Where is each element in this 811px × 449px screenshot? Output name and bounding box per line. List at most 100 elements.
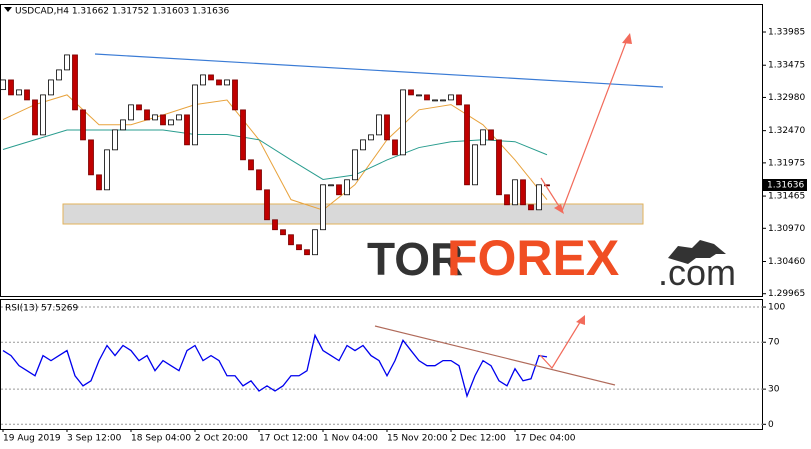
candle-body — [464, 104, 470, 186]
candle-body — [528, 204, 534, 211]
candle-body — [112, 129, 118, 151]
candle-body — [456, 94, 462, 106]
trend-line — [94, 53, 664, 88]
price-panel — [0, 4, 763, 297]
candle-body — [544, 184, 550, 187]
candle-body — [104, 149, 110, 191]
candle-body — [56, 69, 62, 81]
rsi-line — [2, 333, 548, 399]
watermark-text: FOREX — [447, 230, 619, 286]
candle-body — [192, 84, 198, 146]
candle-body — [128, 104, 134, 121]
y-tick-label: 1.33985 — [768, 28, 805, 38]
candle-body — [368, 134, 374, 141]
candle-body — [288, 234, 294, 246]
watermark-text: TOR — [367, 233, 463, 285]
candle-body — [248, 159, 254, 171]
y-tick-label: 100 — [768, 303, 785, 313]
candle-body — [88, 139, 94, 176]
x-tick-label: 3 Sep 12:00 — [67, 434, 122, 444]
current-price: 1.31636 — [767, 181, 804, 191]
candle-body — [208, 74, 214, 81]
rsi-trend-line — [374, 325, 616, 386]
candle-body — [136, 104, 142, 111]
candle-body — [168, 119, 174, 126]
y-tick-label: 1.32470 — [768, 126, 805, 136]
candle-body — [256, 169, 262, 191]
watermark: TOR FOREX .com — [367, 230, 736, 293]
chart-title: USDCAD,H4 1.31662 1.31752 1.31603 1.3163… — [15, 7, 230, 17]
candle-body — [336, 184, 342, 196]
x-tick-label: 17 Dec 04:00 — [515, 434, 576, 444]
candle-body — [520, 179, 526, 206]
candle-body — [272, 219, 278, 231]
moving-average — [2, 94, 548, 211]
x-tick-label: 15 Nov 20:00 — [387, 434, 448, 444]
x-tick-label: 18 Sep 04:00 — [131, 434, 191, 444]
candle-body — [440, 99, 446, 102]
rsi-forecast-arrow — [539, 318, 583, 369]
bull-icon — [668, 240, 726, 264]
price-label-box — [763, 179, 807, 191]
candle-body — [240, 109, 246, 161]
rsi-title: RSI(13) 57.5269 — [5, 304, 78, 314]
candle-body — [176, 114, 182, 121]
candle-body — [32, 99, 38, 136]
arrow-head — [576, 315, 585, 325]
x-tick-label: 1 Nov 04:00 — [323, 434, 378, 444]
candle-body — [200, 74, 206, 86]
y-tick-label: 1.33475 — [768, 61, 805, 71]
candle-body — [264, 189, 270, 221]
y-tick-label: 1.29965 — [768, 289, 805, 299]
x-tick-label: 19 Aug 2019 — [3, 434, 61, 444]
candle-body — [472, 144, 478, 186]
candle-body — [152, 114, 158, 121]
candle-body — [184, 114, 190, 146]
candle-body — [144, 109, 150, 121]
candle-body — [40, 94, 46, 136]
candle-body — [376, 114, 382, 136]
candle-body — [352, 149, 358, 181]
y-tick-label: 70 — [768, 338, 780, 348]
candle-body — [400, 89, 406, 156]
candle-body — [64, 54, 70, 71]
candle-body — [0, 79, 6, 91]
candle-body — [416, 94, 422, 97]
candle-body — [432, 99, 438, 102]
candle-body — [344, 179, 350, 196]
y-tick-label: 0 — [768, 420, 774, 430]
candle-body — [16, 89, 22, 96]
candle-body — [512, 179, 518, 206]
support-zone — [62, 203, 644, 225]
candle-body — [232, 79, 238, 111]
y-tick-label: 1.31975 — [768, 158, 805, 168]
candle-body — [280, 229, 286, 236]
candle-body — [496, 139, 502, 196]
y-tick-label: 1.31465 — [768, 192, 805, 202]
candle-body — [488, 129, 494, 141]
candle-body — [160, 114, 166, 126]
candle-body — [24, 89, 30, 101]
candle-body — [80, 109, 86, 141]
candle-body — [120, 119, 126, 131]
y-tick-label: 1.32980 — [768, 93, 805, 103]
x-tick-label: 2 Dec 12:00 — [451, 434, 506, 444]
y-tick-label: 1.30970 — [768, 224, 805, 234]
candle-body — [504, 194, 510, 206]
candle-body — [304, 249, 310, 256]
candle-body — [96, 174, 102, 191]
candle-body — [392, 139, 398, 156]
candle-body — [48, 79, 54, 96]
candle-body — [224, 79, 230, 86]
candle-body — [448, 94, 454, 101]
x-tick-label: 2 Oct 20:00 — [195, 434, 248, 444]
candle-body — [296, 244, 302, 251]
menu-icon[interactable] — [4, 7, 12, 12]
candle-body — [480, 129, 486, 146]
moving-average — [2, 129, 548, 180]
arrow-head — [622, 33, 632, 44]
candle-body — [360, 139, 366, 151]
candle-body — [320, 184, 326, 231]
arrow-head — [554, 204, 564, 214]
